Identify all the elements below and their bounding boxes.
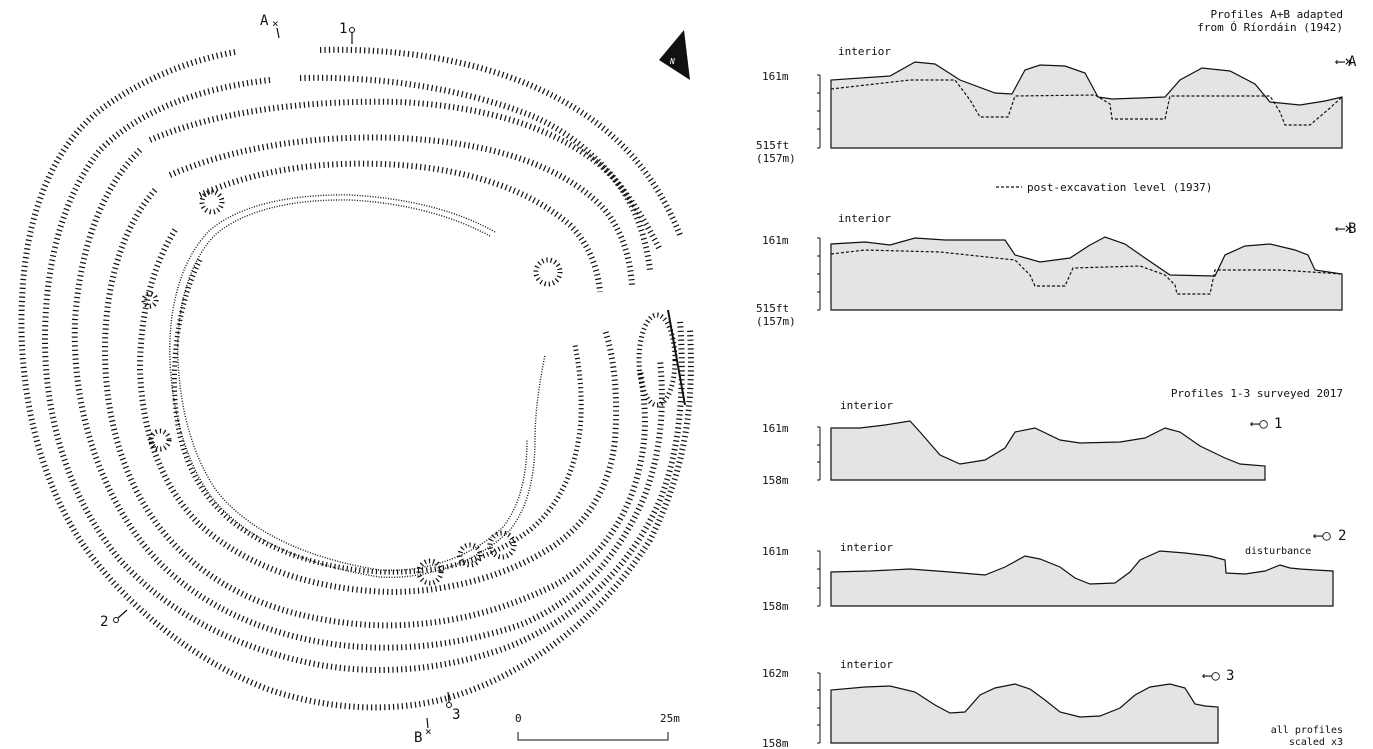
profile-3-ground (830, 683, 1219, 744)
profile-a-arrow: ⟵× (1335, 54, 1353, 70)
profile-1: interior 161m 158m ⟵○ 1 (762, 399, 1282, 487)
profile-b-bottom2-label: (157m) (756, 315, 796, 328)
north-label: N (669, 57, 675, 66)
profile-3: interior 162m 158m ⟵○ 3 (762, 658, 1234, 749)
scale-start-label: 0 (515, 712, 522, 725)
arrow-icon (276, 27, 280, 39)
profile-3-bottom-label: 158m (762, 737, 789, 749)
ring-banks (18, 46, 694, 711)
scale-note-line2: scaled x3 (1289, 737, 1343, 748)
station-icon (349, 27, 355, 33)
profile-2-end-label: 2 (1338, 528, 1346, 544)
rampart-3 (71, 147, 665, 651)
profile-3-arrow: ⟵○ (1202, 668, 1220, 684)
ab-caption-line1: Profiles A+B adapted (1211, 8, 1343, 21)
arrow-icon (117, 609, 128, 619)
profile-interior-label: interior (840, 399, 893, 412)
profile-b-excavation (830, 249, 1343, 295)
profile-interior-label: interior (838, 212, 891, 225)
rampart-4-north (168, 134, 635, 286)
profile-a: interior 161m 515ft (157m) ⟵× A (756, 45, 1357, 165)
legend: post-excavation level (1937) (996, 181, 1212, 194)
profile-b-arrow: ⟵× (1335, 221, 1353, 237)
profile-1-end-label: 1 (1274, 416, 1282, 432)
profile-interior-label: interior (838, 45, 891, 58)
north-arrow-icon (659, 30, 690, 80)
pit (457, 542, 483, 568)
profile-2-bottom-label: 158m (762, 600, 789, 613)
scale-bar-line (517, 732, 669, 741)
outer-rampart-north (319, 46, 683, 237)
station-icon (113, 617, 119, 623)
cross-icon: × (272, 17, 279, 30)
profile-1-ground (830, 420, 1266, 481)
scale-end-label: 25m (660, 712, 680, 725)
arrow-icon (426, 717, 429, 729)
rampart-2 (41, 77, 685, 673)
arrow-icon (447, 691, 450, 703)
rampart-5-north (198, 160, 603, 293)
site-plan: A × 1 2 3 B × N 0 25m (18, 13, 694, 746)
marker-a: A × (260, 13, 280, 39)
inner-bank (171, 258, 584, 575)
pit (533, 257, 563, 287)
east-mound (636, 312, 678, 408)
pit (148, 428, 172, 452)
profile-interior-label: interior (840, 658, 893, 671)
scale-note-line1: all profiles (1271, 725, 1343, 736)
profile-1-top-label: 161m (762, 422, 789, 435)
marker-b-label: B (414, 730, 422, 746)
marker-2-label: 2 (100, 614, 108, 630)
station-icon (446, 702, 452, 708)
disturbance-note: disturbance (1245, 546, 1311, 557)
pit (199, 189, 225, 215)
pit (141, 291, 159, 309)
profile-1-bottom-label: 158m (762, 474, 789, 487)
profile-b: interior 161m 515ft (157m) ⟵× B (756, 212, 1356, 328)
profile-b-bottom-label: 515ft (756, 302, 789, 315)
marker-3-label: 3 (452, 707, 460, 723)
ab-caption-line2: from Ó Ríordáin (1942) (1197, 21, 1343, 34)
legend-dashed-label: post-excavation level (1937) (1027, 181, 1212, 194)
marker-a-label: A (260, 13, 269, 29)
profile-3-end-label: 3 (1226, 668, 1234, 684)
marker-1-label: 1 (339, 21, 347, 37)
profile-2: interior 161m 158m disturbance ⟵○ 2 (762, 528, 1346, 613)
outer-rampart (18, 49, 694, 711)
profile-a-bottom2-label: (157m) (756, 152, 796, 165)
pit (416, 558, 444, 586)
profile-2-top-label: 161m (762, 545, 789, 558)
interior-edge-inner (177, 199, 528, 572)
marker-b: B × (414, 717, 432, 746)
profile-a-bottom-label: 515ft (756, 139, 789, 152)
profile-2-arrow: ⟵○ (1313, 528, 1331, 544)
rampart-5 (136, 228, 620, 596)
profile-interior-label: interior (840, 541, 893, 554)
rampart-2-north (299, 74, 663, 252)
north-arrow: N (659, 30, 690, 80)
profile-2-ground (830, 550, 1334, 607)
interior-edge (169, 194, 546, 578)
east-wall (667, 309, 686, 406)
profiles-panel: Profiles A+B adapted from Ó Ríordáin (19… (756, 8, 1357, 749)
profile-a-top-label: 161m (762, 70, 789, 83)
profile-a-excavation (830, 79, 1343, 126)
profile-b-ground (830, 236, 1343, 311)
cross-icon: × (425, 725, 432, 738)
profile-b-end-label: B (1348, 221, 1356, 237)
scale-bar: 0 25m (515, 712, 680, 741)
profile-a-ground (830, 61, 1343, 149)
profile-a-end-label: A (1348, 54, 1357, 70)
marker-3: 3 (446, 691, 460, 723)
profile-3-top-label: 162m (762, 667, 789, 680)
marker-1: 1 (339, 21, 355, 44)
profile-b-top-label: 161m (762, 234, 789, 247)
profile-1-arrow: ⟵○ (1250, 416, 1268, 432)
pit (487, 530, 517, 560)
marker-2: 2 (100, 609, 128, 630)
survey-caption: Profiles 1-3 surveyed 2017 (1171, 387, 1343, 400)
rampart-4 (101, 188, 648, 629)
